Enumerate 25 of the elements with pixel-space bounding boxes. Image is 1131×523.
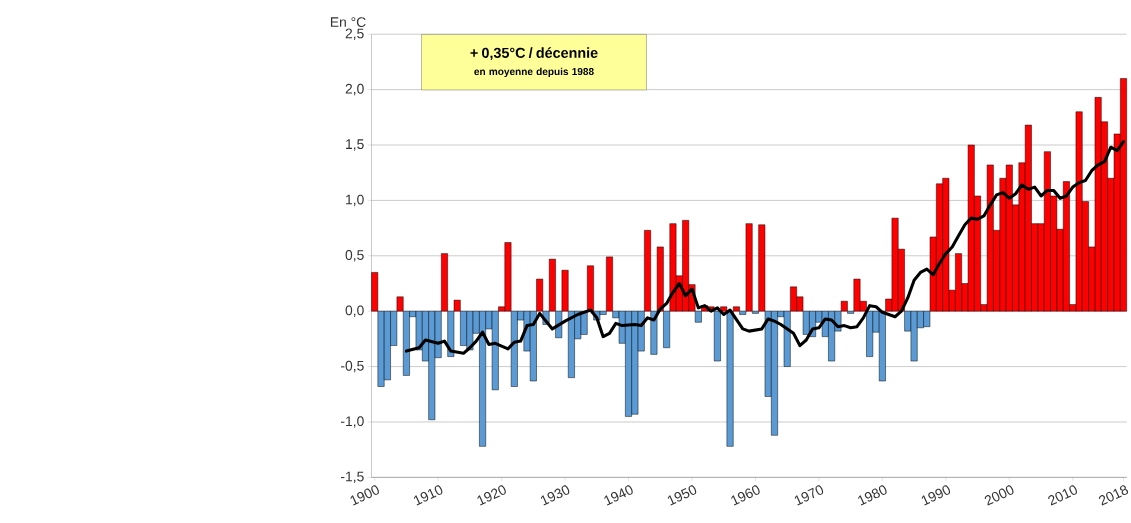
- x-tick-label: 2000: [984, 485, 1014, 506]
- y-tick-label: 2,0: [345, 83, 364, 96]
- y-tick-label: 1,5: [346, 139, 364, 151]
- y-tick-label: 2,5: [345, 28, 364, 40]
- y-tick-label: -0,5: [341, 360, 364, 373]
- x-tick-label: 1930: [540, 485, 570, 506]
- annotation: en moyenne depuis 1988: [474, 67, 594, 77]
- x-tick-label: 1900: [350, 485, 379, 506]
- x-tick-label: 1950: [667, 485, 697, 506]
- x-tick-label: 1970: [794, 485, 824, 506]
- x-tick-label: 1920: [477, 485, 506, 506]
- x-tick-label: 1940: [604, 485, 633, 506]
- y-tick-label: -1,0: [341, 416, 364, 428]
- y-tick-label: 0,0: [345, 305, 364, 317]
- x-tick-label: 2018: [1098, 485, 1129, 506]
- x-tick-label: 1990: [921, 485, 951, 506]
- y-axis-title: En °C: [330, 17, 366, 27]
- y-tick-label: 0,5: [345, 249, 364, 262]
- x-tick-label: 2010: [1048, 485, 1077, 506]
- y-tick-label: 1,0: [346, 194, 364, 206]
- y-tick-label: -1,5: [341, 471, 364, 483]
- x-tick-label: 1960: [731, 485, 760, 506]
- annotation: + 0,35°C / décennie: [470, 47, 598, 60]
- x-tick-label: 1910: [413, 485, 443, 506]
- x-tick-label: 1980: [858, 485, 887, 506]
